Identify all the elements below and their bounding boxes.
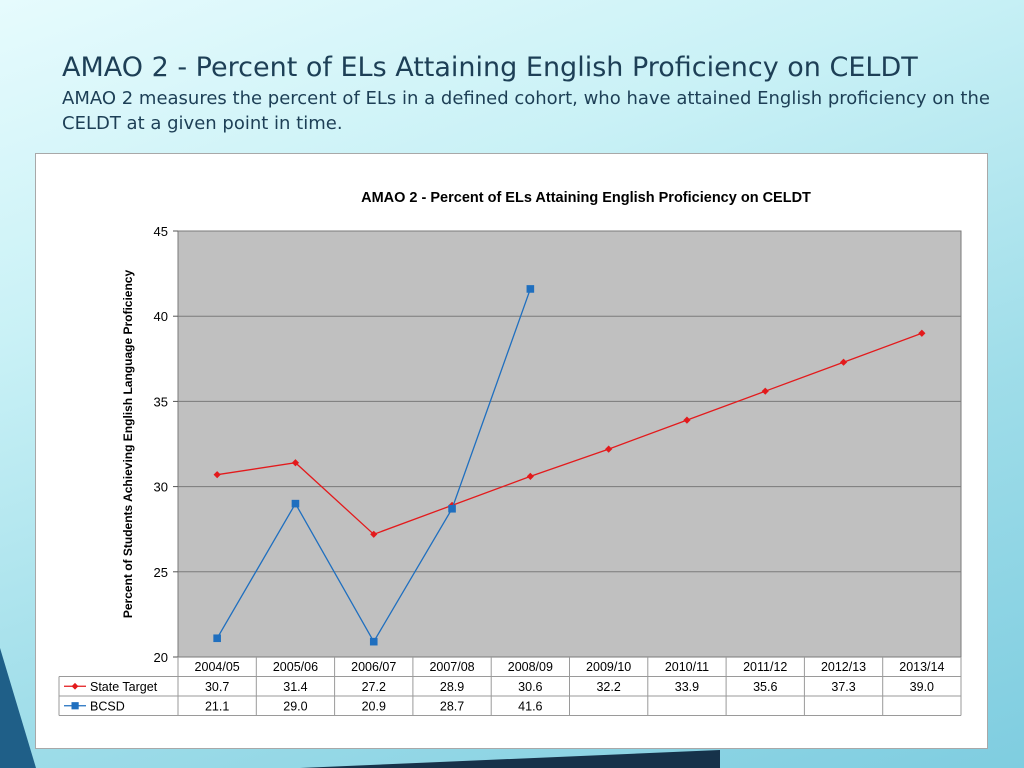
data-label: 20.9 (362, 699, 386, 713)
x-category-label: 2010/11 (665, 660, 709, 674)
chart-container: AMAO 2 - Percent of ELs Attaining Englis… (35, 153, 988, 749)
legend-label: State Target (90, 680, 158, 694)
data-label: 21.1 (205, 699, 229, 713)
x-category-label: 2005/06 (273, 660, 318, 674)
data-point-marker (526, 472, 534, 480)
data-label: 31.4 (283, 680, 307, 694)
x-category-label: 2006/07 (351, 660, 396, 674)
x-category-label: 2013/14 (899, 660, 944, 674)
legend-marker (71, 682, 79, 690)
x-category-label: 2011/12 (743, 660, 787, 674)
data-label: 30.7 (205, 680, 229, 694)
x-category-label: 2009/10 (586, 660, 631, 674)
slide-header: AMAO 2 - Percent of ELs Attaining Englis… (62, 50, 1002, 136)
data-label: 39.0 (910, 680, 934, 694)
data-table: 2004/05 2005/06 2006/07 2007/08 2008/09 2009/… (58, 656, 962, 716)
series-lines (213, 285, 926, 646)
data-label: 27.2 (362, 680, 386, 694)
y-tick-label: 35 (154, 394, 168, 409)
data-point-marker (526, 285, 535, 293)
data-label: 30.6 (518, 680, 542, 694)
x-category-label: 2004/05 (195, 660, 240, 674)
data-label: 37.3 (831, 680, 855, 694)
data-label: 35.6 (753, 680, 777, 694)
data-point-marker (291, 459, 300, 467)
chart-title: AMAO 2 - Percent of ELs Attaining Englis… (361, 190, 811, 206)
y-axis: 20 25 30 35 40 45 (154, 224, 178, 665)
line-chart: AMAO 2 - Percent of ELs Attaining Englis… (58, 190, 962, 716)
y-tick-label: 20 (154, 650, 168, 665)
y-tick-label: 30 (154, 480, 168, 495)
data-point-marker (683, 416, 691, 424)
gridlines (178, 315, 961, 573)
data-point-marker (918, 329, 926, 337)
legend-marker (71, 702, 79, 710)
data-label: 28.9 (440, 680, 464, 694)
data-point-marker (370, 530, 378, 538)
data-point-marker (448, 504, 456, 513)
decorative-corner-shape (0, 648, 36, 768)
decorative-bottom-shape (300, 750, 720, 768)
x-category-label: 2007/08 (429, 660, 474, 674)
data-label: 29.0 (283, 699, 307, 713)
y-axis-label: Percent of Students Achieving English La… (121, 270, 135, 619)
x-category-label: 2008/09 (508, 660, 553, 674)
plot-area (177, 230, 962, 658)
data-point-marker (605, 445, 613, 453)
data-label: 41.6 (518, 699, 542, 713)
data-point-marker (291, 499, 300, 508)
legend-label: BCSD (90, 699, 125, 713)
x-category-label: 2012/13 (821, 660, 866, 674)
y-tick-label: 40 (154, 309, 168, 324)
y-tick-label: 25 (154, 565, 168, 580)
data-point-marker (213, 471, 221, 479)
data-point-marker (369, 637, 378, 646)
slide-subtitle: AMAO 2 measures the percent of ELs in a … (62, 88, 990, 134)
series-line (217, 332, 923, 536)
slide-title: AMAO 2 - Percent of ELs Attaining Englis… (62, 52, 918, 83)
data-label: 32.2 (596, 680, 620, 694)
y-tick-label: 45 (154, 224, 168, 239)
data-point-marker (213, 634, 221, 643)
data-point-marker (839, 358, 848, 366)
data-label: 33.9 (675, 680, 699, 694)
data-label: 28.7 (440, 699, 464, 713)
